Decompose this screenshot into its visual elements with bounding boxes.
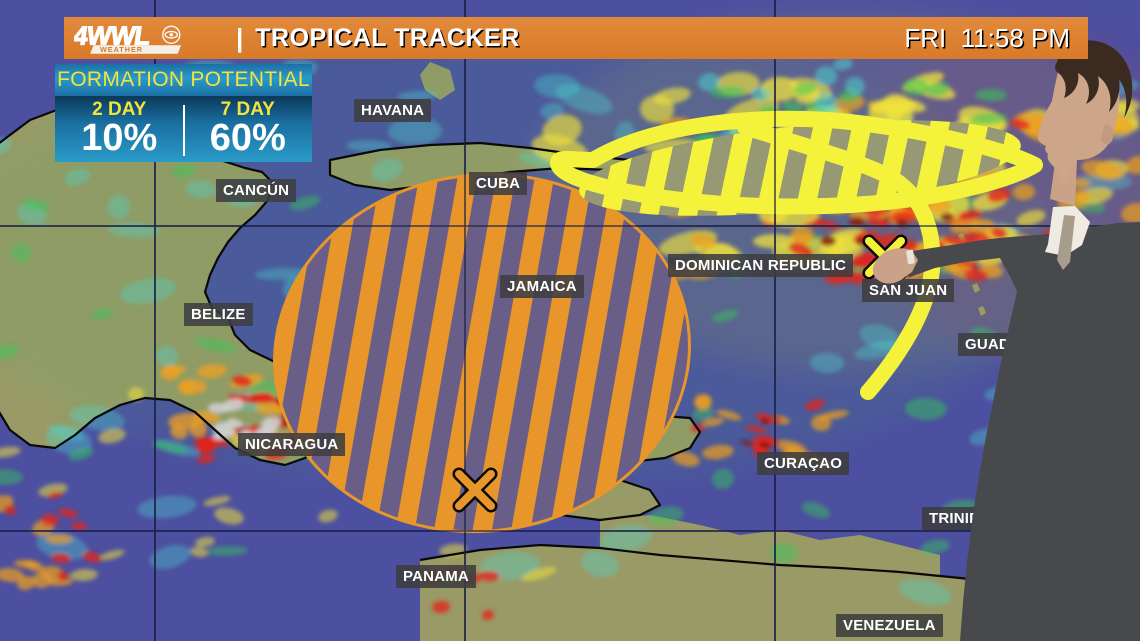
svg-text:WEATHER: WEATHER: [100, 45, 143, 54]
